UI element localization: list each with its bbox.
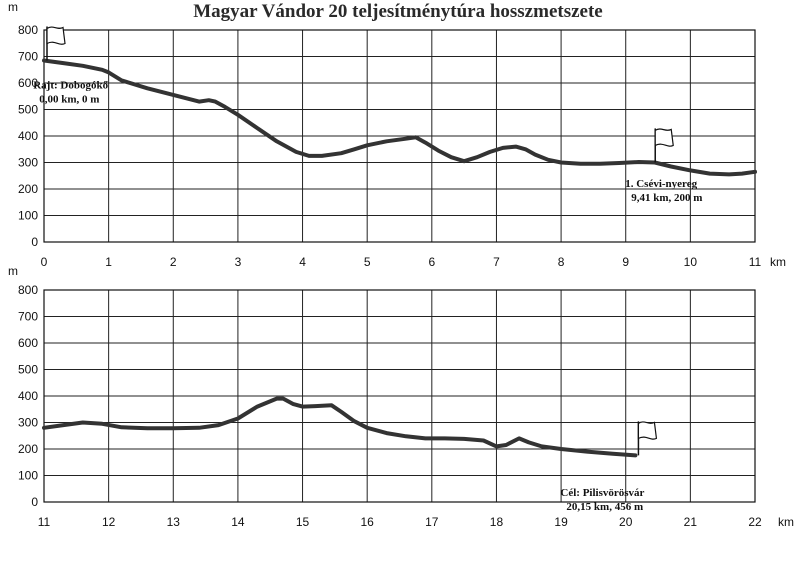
x-tick-label: 13 xyxy=(167,515,181,529)
y-tick-label: 700 xyxy=(18,50,38,64)
checkpoint-label: 0,00 km, 0 m xyxy=(39,93,99,105)
checkpoint-flag-icon xyxy=(637,421,658,456)
x-tick-label: 4 xyxy=(299,255,306,269)
x-tick-label: 19 xyxy=(554,515,568,529)
x-axis-unit: km xyxy=(770,255,786,269)
y-tick-label: 0 xyxy=(31,495,38,509)
y-tick-label: 400 xyxy=(18,389,38,403)
x-tick-label: 12 xyxy=(102,515,116,529)
chart-title: Magyar Vándor 20 teljesítménytúra hosszm… xyxy=(193,1,602,22)
elevation-line xyxy=(42,58,757,177)
y-axis-unit: m xyxy=(8,0,18,14)
checkpoint-label: Rajt: Dobogókő xyxy=(33,79,108,91)
checkpoint-label: 20,15 km, 456 m xyxy=(566,501,643,513)
profile-panel-bottom: 0 100 200 300 400 500 600 700 800 11 12 13 14 15 16 17 1… xyxy=(8,264,794,529)
y-tick-label: 400 xyxy=(18,129,38,143)
checkpoint-flag-icon xyxy=(654,128,674,163)
y-tick-label: 700 xyxy=(18,310,38,324)
checkpoint-label: 9,41 km, 200 m xyxy=(631,192,702,204)
plot-frame xyxy=(43,29,756,243)
elevation-line xyxy=(42,396,638,458)
x-tick-label: 1 xyxy=(105,255,112,269)
profile-panel-top: 0 100 200 300 400 500 600 700 800 0 1 2 3 4 5 6 7 8 9 10 11 m… xyxy=(8,0,786,269)
y-tick-label: 200 xyxy=(18,182,38,196)
x-tick-label: 10 xyxy=(684,255,698,269)
checkpoint-label: Cél: Pilisvörösvár xyxy=(560,487,644,499)
y-tick-label: 0 xyxy=(31,235,38,249)
x-tick-label: 17 xyxy=(425,515,439,529)
x-tick-label: 0 xyxy=(41,255,48,269)
x-tick-label: 18 xyxy=(490,515,504,529)
y-tick-label: 300 xyxy=(18,416,38,430)
plot-frame xyxy=(43,289,756,503)
y-tick-label: 600 xyxy=(18,76,38,90)
y-tick-label: 300 xyxy=(18,156,38,170)
y-tick-label: 800 xyxy=(18,23,38,37)
y-tick-label: 200 xyxy=(18,442,38,456)
x-tick-label: 9 xyxy=(622,255,629,269)
y-tick-label: 800 xyxy=(18,283,38,297)
x-tick-label: 15 xyxy=(296,515,310,529)
x-tick-label: 16 xyxy=(361,515,375,529)
x-tick-label: 8 xyxy=(558,255,565,269)
x-tick-label: 14 xyxy=(231,515,245,529)
y-tick-label: 100 xyxy=(18,469,38,483)
x-tick-label: 5 xyxy=(364,255,371,269)
x-tick-label: 21 xyxy=(684,515,698,529)
x-tick-label: 22 xyxy=(748,515,762,529)
x-tick-label: 6 xyxy=(428,255,435,269)
x-tick-label: 3 xyxy=(235,255,242,269)
x-tick-label: 2 xyxy=(170,255,177,269)
x-tick-label: 11 xyxy=(38,515,51,529)
checkpoint-flag-icon xyxy=(46,26,66,61)
y-tick-label: 500 xyxy=(18,103,38,117)
x-axis-unit: km xyxy=(778,515,794,529)
x-tick-label: 7 xyxy=(493,255,500,269)
y-tick-label: 600 xyxy=(18,336,38,350)
x-tick-label: 11 xyxy=(749,255,762,269)
y-tick-label: 500 xyxy=(18,363,38,377)
y-axis-unit: m xyxy=(8,264,18,278)
x-tick-label: 20 xyxy=(619,515,633,529)
y-tick-label: 100 xyxy=(18,209,38,223)
checkpoint-label: 1. Csévi-nyereg xyxy=(625,178,697,190)
